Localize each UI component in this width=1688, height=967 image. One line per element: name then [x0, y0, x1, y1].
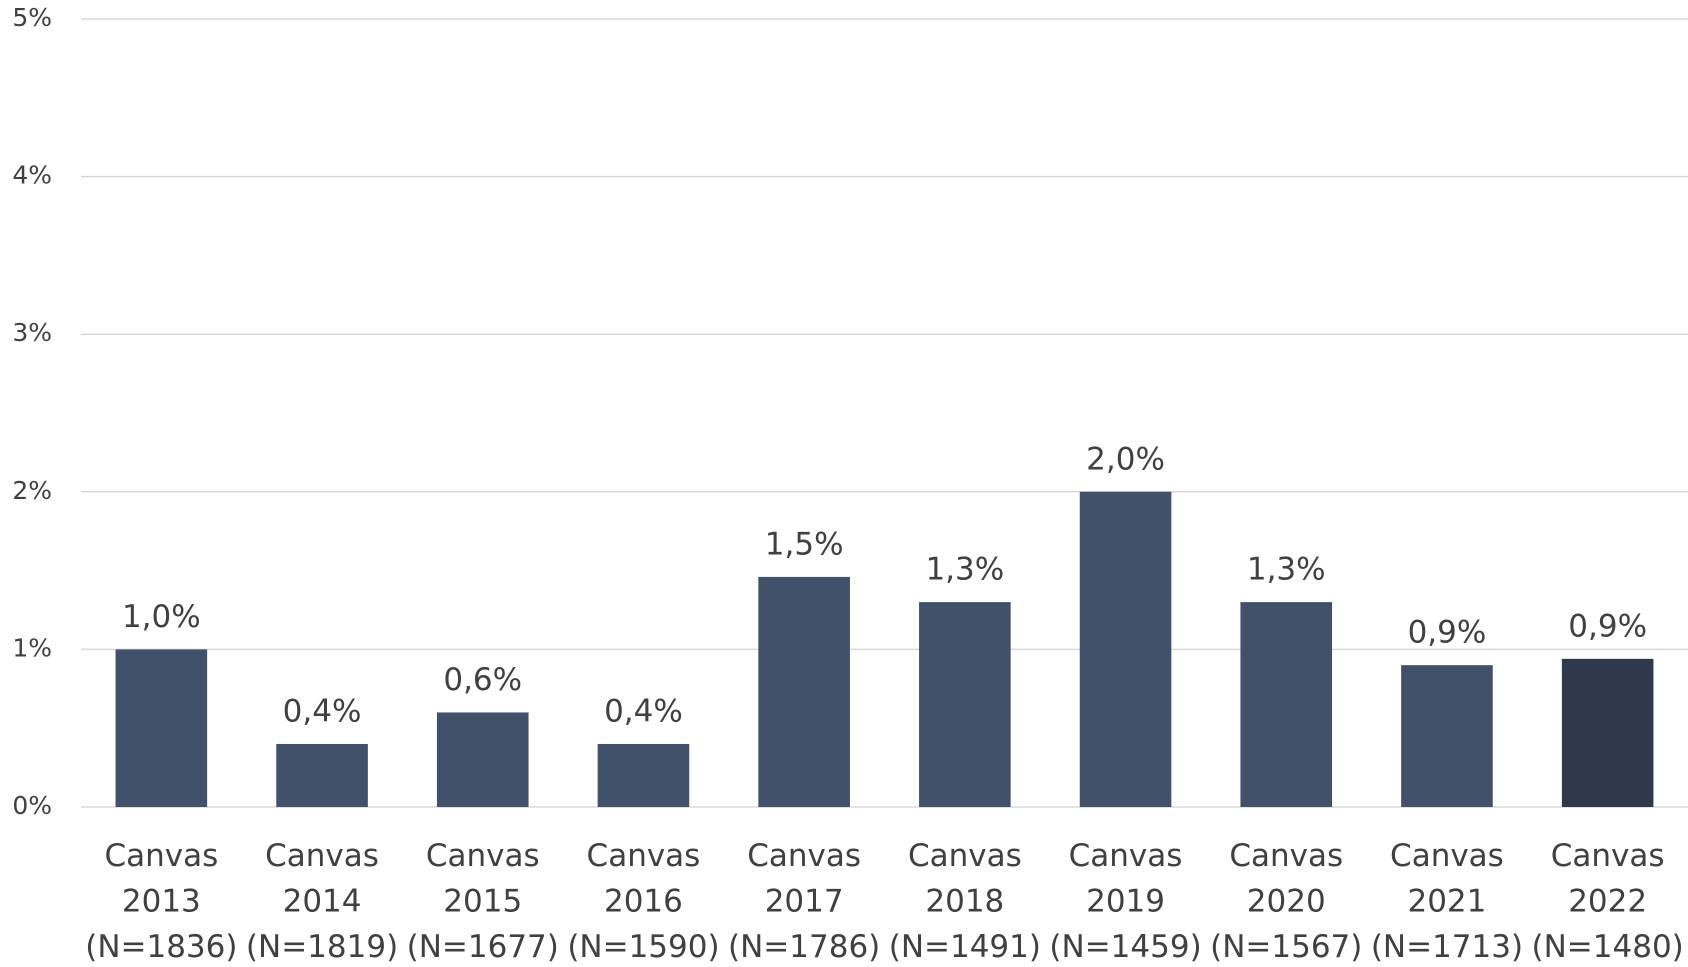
x-tick-label-line: (N=1480)	[1532, 929, 1684, 965]
bar	[276, 743, 368, 807]
x-tick-label: Canvas 2017 (N=1786)	[728, 838, 880, 965]
x-tick-label-line: (N=1459)	[1049, 929, 1201, 965]
x-tick-label: Canvas 2015 (N=1677)	[407, 838, 559, 965]
data-label: 0,6%	[443, 662, 522, 698]
y-tick-label: 0%	[12, 791, 52, 820]
x-tick-label-line: (N=1819)	[246, 929, 398, 965]
x-tick-label: Canvas 2019 (N=1459)	[1049, 838, 1201, 965]
x-tick-label-line: Canvas	[908, 838, 1022, 874]
bar	[1240, 602, 1333, 807]
y-tick-label: 2%	[12, 476, 52, 505]
bar	[115, 649, 208, 807]
x-tick-label-line: Canvas	[587, 838, 701, 874]
bar	[1561, 658, 1654, 807]
x-tick-label-line: (N=1713)	[1371, 929, 1523, 965]
data-label: 1,3%	[1247, 552, 1326, 588]
x-tick-label-line: 2019	[1086, 883, 1165, 919]
y-tick-label: 5%	[12, 3, 52, 32]
bar	[597, 743, 690, 807]
x-tick-label-line: 2018	[925, 883, 1004, 919]
x-tick-label-line: Canvas	[426, 838, 540, 874]
x-tick-label: Canvas 2021 (N=1713)	[1371, 838, 1523, 965]
data-label: 1,0%	[122, 599, 201, 635]
x-tick-label-line: (N=1836)	[85, 929, 237, 965]
x-tick-label-line: Canvas	[747, 838, 861, 874]
data-label: 0,4%	[604, 693, 683, 729]
x-tick-label-line: (N=1491)	[889, 929, 1041, 965]
x-tick-label-line: Canvas	[1229, 838, 1343, 874]
x-tick-label: Canvas 2018 (N=1491)	[889, 838, 1041, 965]
bar	[1401, 665, 1493, 807]
bar	[436, 712, 529, 807]
x-tick-label-line: 2016	[604, 883, 683, 919]
bar	[758, 576, 850, 807]
x-tick-label: Canvas 2020 (N=1567)	[1210, 838, 1362, 965]
x-tick-label-line: (N=1590)	[567, 929, 719, 965]
data-label: 1,3%	[925, 552, 1004, 588]
y-tick-label: 4%	[12, 161, 52, 190]
x-tick-label: Canvas 2014 (N=1819)	[246, 838, 398, 965]
x-tick-label: Canvas 2016 (N=1590)	[567, 838, 719, 965]
x-tick-label-line: Canvas	[265, 838, 379, 874]
x-tick-label-line: (N=1677)	[407, 929, 559, 965]
y-tick-label: 3%	[12, 318, 52, 347]
x-tick-label-line: Canvas	[104, 838, 218, 874]
x-tick-label: Canvas 2022 (N=1480)	[1532, 838, 1684, 965]
x-tick-label-line: 2014	[283, 883, 362, 919]
bar	[919, 602, 1011, 807]
x-tick-label-line: (N=1786)	[728, 929, 880, 965]
x-tick-label-line: 2013	[122, 883, 201, 919]
x-tick-label: Canvas 2013 (N=1836)	[85, 838, 237, 965]
x-tick-label-line: Canvas	[1390, 838, 1504, 874]
x-tick-label-line: 2015	[443, 883, 522, 919]
data-label: 0,9%	[1568, 608, 1647, 644]
x-tick-label-line: (N=1567)	[1210, 929, 1362, 965]
y-tick-label: 1%	[12, 633, 52, 662]
data-label: 0,4%	[283, 693, 362, 729]
x-tick-label-line: 2017	[765, 883, 844, 919]
x-tick-label-line: 2021	[1407, 883, 1486, 919]
x-tick-label-line: Canvas	[1069, 838, 1183, 874]
data-label: 2,0%	[1086, 441, 1165, 477]
x-tick-label-line: Canvas	[1551, 838, 1665, 874]
data-label: 0,9%	[1408, 615, 1487, 651]
bar	[1079, 491, 1172, 807]
x-tick-label-line: 2022	[1568, 883, 1647, 919]
x-tick-label-line: 2020	[1247, 883, 1326, 919]
data-label: 1,5%	[765, 526, 844, 562]
